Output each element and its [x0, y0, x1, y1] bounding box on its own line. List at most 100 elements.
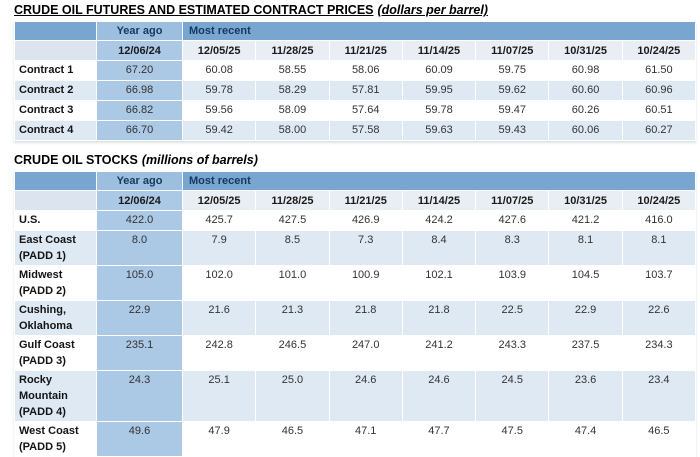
year-ago-date: 12/06/24: [96, 40, 183, 61]
value-cell: 7.9: [181, 230, 257, 266]
value-cell: 24.5: [475, 370, 550, 422]
date-header-cell: 11/28/25: [255, 190, 330, 211]
value-cell: 21.8: [328, 300, 403, 336]
value-cell: 60.98: [548, 60, 623, 81]
value-cell: 59.43: [475, 120, 550, 141]
year-ago-value: 67.20: [96, 60, 183, 81]
value-cell: 61.50: [621, 60, 697, 81]
date-header-cell: 10/31/25: [548, 40, 623, 61]
table-row: Rocky Mountain (PADD 4) 24.3 25.1 25.0 24.6 2…: [14, 370, 697, 422]
value-cell: 47.1: [328, 421, 403, 457]
table-row: Contract 1 67.20 60.08 58.55 58.06 60.09 59.75…: [14, 60, 697, 81]
value-cell: 21.3: [255, 300, 330, 336]
value-cell: 21.6: [181, 300, 257, 336]
table-row: West Coast (PADD 5) 49.6 47.9 46.5 47.1 47.7 4…: [14, 421, 697, 457]
date-header-cell: 11/07/25: [475, 190, 550, 211]
value-cell: 59.47: [475, 100, 550, 121]
table-row: U.S. 422.0 425.7 427.5 426.9 424.2 427.6 421.2 4…: [14, 210, 697, 231]
value-cell: 24.6: [401, 370, 477, 422]
year-ago-value: 8.0: [96, 230, 183, 266]
value-cell: 241.2: [401, 335, 477, 371]
futures-title-main: CRUDE OIL FUTURES AND ESTIMATED CONTRACT…: [14, 3, 374, 17]
value-cell: 47.4: [548, 421, 623, 457]
row-label: East Coast (PADD 1): [14, 230, 97, 266]
value-cell: 47.7: [401, 421, 477, 457]
value-cell: 57.58: [328, 120, 403, 141]
value-cell: 59.62: [475, 80, 550, 101]
row-label: Midwest (PADD 2): [14, 265, 97, 301]
value-cell: 101.0: [255, 265, 330, 301]
table-row: Gulf Coast (PADD 3) 235.1 242.8 246.5 247.0 2…: [14, 335, 697, 371]
row-label: Gulf Coast (PADD 3): [14, 335, 97, 371]
table-body: U.S. 422.0 425.7 427.5 426.9 424.2 427.6 421.2 4…: [14, 210, 697, 457]
value-cell: 23.4: [621, 370, 697, 422]
value-cell: 21.8: [401, 300, 477, 336]
header-corner-cell: [14, 21, 97, 41]
year-ago-value: 235.1: [96, 335, 183, 371]
value-cell: 60.96: [621, 80, 697, 101]
value-cell: 416.0: [621, 210, 697, 231]
value-cell: 234.3: [621, 335, 697, 371]
date-header-cell: 11/07/25: [475, 40, 550, 61]
date-header-cell: 11/28/25: [255, 40, 330, 61]
value-cell: 24.6: [328, 370, 403, 422]
value-cell: 8.1: [621, 230, 697, 266]
value-cell: 102.0: [181, 265, 257, 301]
value-cell: 59.95: [401, 80, 477, 101]
year-ago-header: Year ago: [96, 21, 183, 41]
row-label: U.S.: [14, 210, 97, 231]
year-ago-value: 24.3: [96, 370, 183, 422]
table-row: Cushing, Oklahoma 22.9 21.6 21.3 21.8 21.8 22.…: [14, 300, 697, 336]
date-corner-cell: [14, 40, 97, 61]
value-cell: 427.6: [475, 210, 550, 231]
value-cell: 25.1: [181, 370, 257, 422]
value-cell: 247.0: [328, 335, 403, 371]
value-cell: 59.75: [475, 60, 550, 81]
value-cell: 100.9: [328, 265, 403, 301]
most-recent-header: Most recent: [182, 21, 696, 41]
value-cell: 8.1: [548, 230, 623, 266]
value-cell: 8.5: [255, 230, 330, 266]
value-cell: 58.09: [255, 100, 330, 121]
value-cell: 46.5: [255, 421, 330, 457]
value-cell: 7.3: [328, 230, 403, 266]
date-corner-cell: [14, 190, 97, 211]
header-group-row: Year ago Most recent: [14, 171, 696, 191]
row-label: Cushing, Oklahoma: [14, 300, 97, 336]
header-group-row: Year ago Most recent: [14, 21, 696, 41]
year-ago-value: 422.0: [96, 210, 183, 231]
date-header-cell: 12/05/25: [181, 190, 257, 211]
value-cell: 22.9: [548, 300, 623, 336]
header-date-row: 12/06/24 12/05/25 11/28/25 11/21/25 11/14/25…: [14, 190, 697, 211]
year-ago-value: 22.9: [96, 300, 183, 336]
value-cell: 424.2: [401, 210, 477, 231]
value-cell: 60.06: [548, 120, 623, 141]
value-cell: 22.5: [475, 300, 550, 336]
futures-table: Year ago Most recent 12/06/24 12/05/25 11/28…: [14, 21, 697, 141]
table-row: Midwest (PADD 2) 105.0 102.0 101.0 100.9 102.…: [14, 265, 697, 301]
year-ago-value: 105.0: [96, 265, 183, 301]
value-cell: 58.55: [255, 60, 330, 81]
value-cell: 60.26: [548, 100, 623, 121]
value-cell: 103.7: [621, 265, 697, 301]
table-row: Contract 2 66.98 59.78 58.29 57.81 59.95 59.62…: [14, 80, 697, 101]
year-ago-date: 12/06/24: [96, 190, 183, 211]
value-cell: 102.1: [401, 265, 477, 301]
value-cell: 104.5: [548, 265, 623, 301]
value-cell: 22.6: [621, 300, 697, 336]
row-label: West Coast (PADD 5): [14, 421, 97, 457]
value-cell: 242.8: [181, 335, 257, 371]
row-label: Rocky Mountain (PADD 4): [14, 370, 97, 422]
value-cell: 57.81: [328, 80, 403, 101]
value-cell: 59.63: [401, 120, 477, 141]
stocks-table: Year ago Most recent 12/06/24 12/05/25 11/28…: [14, 171, 697, 457]
date-header-cell: 11/14/25: [401, 40, 477, 61]
value-cell: 23.6: [548, 370, 623, 422]
table-row: Contract 4 66.70 59.42 58.00 57.58 59.63 59.43…: [14, 120, 697, 141]
date-header-cell: 11/14/25: [401, 190, 477, 211]
year-ago-value: 49.6: [96, 421, 183, 457]
value-cell: 237.5: [548, 335, 623, 371]
date-header-cell: 10/24/25: [621, 40, 697, 61]
futures-title: CRUDE OIL FUTURES AND ESTIMATED CONTRACT…: [14, 3, 698, 17]
value-cell: 47.5: [475, 421, 550, 457]
